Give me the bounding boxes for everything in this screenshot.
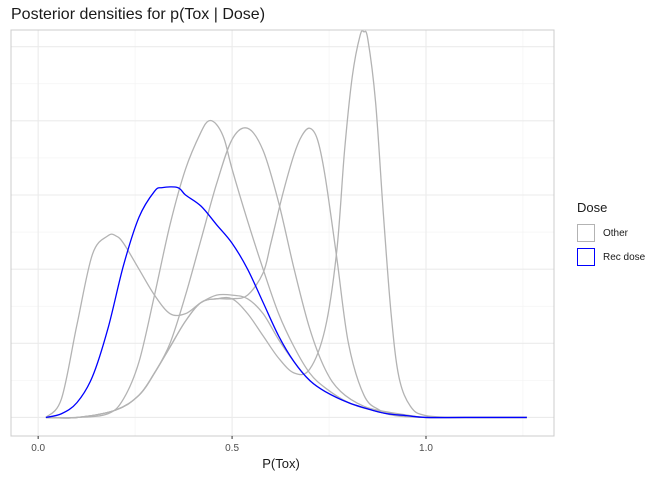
x-axis-ticks: 0.0 0.5 1.0 [31,436,433,454]
legend-key-rec-dose [577,248,595,266]
legend-item-other: Other [577,221,645,245]
x-tick-label-0: 0.0 [31,443,45,454]
legend-label-other: Other [603,227,629,239]
rec-dose-density-line [45,186,527,419]
legend-key-other [577,224,595,242]
other-density-line-4 [45,30,527,419]
x-axis-label-wrap: P(Tox) [0,456,672,471]
other-density-line-0 [45,233,527,419]
legend-title: Dose [577,200,608,215]
x-tick-label-2: 1.0 [419,443,433,454]
legend: Dose Other Rec dose [577,200,645,269]
legend-item-rec-dose: Rec dose [577,245,645,269]
chart-title: Posterior densities for p(Tox | Dose) [11,6,266,23]
other-density-line-3 [45,127,527,419]
x-axis-label: P(Tox) [262,456,300,471]
panel-border [10,29,555,437]
minor-gridlines [11,30,554,436]
density-series [45,30,527,419]
legend-label-rec-dose: Rec dose [603,251,646,263]
x-tick-label-1: 0.5 [225,443,239,454]
other-density-line-2 [45,127,527,419]
